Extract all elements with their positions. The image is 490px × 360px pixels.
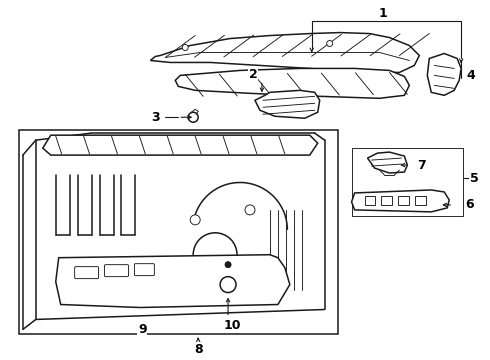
Text: 3: 3: [151, 111, 160, 124]
Polygon shape: [56, 255, 290, 307]
Text: 9: 9: [138, 323, 147, 336]
Polygon shape: [368, 152, 407, 173]
Text: 8: 8: [194, 343, 202, 356]
Bar: [382, 196, 392, 205]
Polygon shape: [352, 190, 449, 212]
FancyBboxPatch shape: [134, 264, 154, 276]
Text: 6: 6: [465, 198, 473, 211]
FancyBboxPatch shape: [74, 267, 98, 279]
FancyBboxPatch shape: [104, 265, 128, 276]
Bar: [19, 130, 338, 334]
Bar: [352, 148, 463, 216]
Text: 7: 7: [417, 158, 426, 172]
Polygon shape: [43, 135, 318, 155]
Circle shape: [182, 45, 188, 50]
Text: 2: 2: [248, 68, 257, 81]
Bar: [365, 196, 375, 205]
Bar: [416, 196, 426, 205]
Text: 4: 4: [467, 69, 475, 82]
Polygon shape: [427, 54, 461, 95]
Text: 1: 1: [378, 7, 387, 20]
Circle shape: [245, 205, 255, 215]
Text: 5: 5: [470, 171, 479, 185]
Bar: [398, 196, 409, 205]
Polygon shape: [255, 90, 319, 118]
Circle shape: [327, 41, 333, 46]
Text: 10: 10: [223, 319, 241, 332]
Polygon shape: [150, 32, 419, 72]
Circle shape: [190, 215, 200, 225]
Polygon shape: [175, 68, 409, 98]
Circle shape: [225, 262, 231, 268]
